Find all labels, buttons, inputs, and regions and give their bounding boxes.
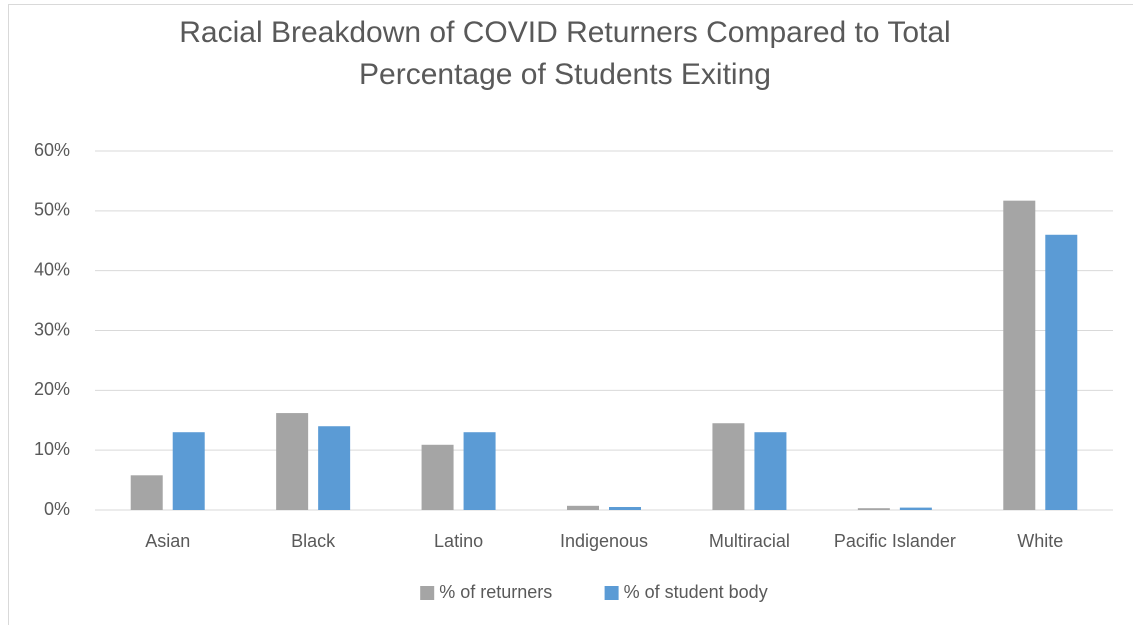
- legend-label: % of returners: [439, 582, 552, 602]
- y-tick-label: 30%: [34, 319, 70, 339]
- bar: [712, 423, 745, 510]
- bar: [567, 505, 599, 510]
- bar: [130, 475, 163, 510]
- bar: [276, 413, 309, 510]
- bar: [1045, 234, 1078, 510]
- bar: [318, 426, 351, 510]
- y-tick-label: 50%: [34, 200, 70, 220]
- bar: [857, 508, 890, 510]
- y-tick-label: 60%: [34, 140, 70, 160]
- x-tick-label: Indigenous: [560, 531, 648, 551]
- bar: [754, 432, 787, 510]
- legend-swatch: [604, 586, 619, 600]
- x-tick-label: Asian: [145, 531, 190, 551]
- x-tick-label: Multiracial: [709, 531, 790, 551]
- bar: [609, 507, 641, 510]
- y-tick-label: 20%: [34, 379, 70, 399]
- y-tick-label: 0%: [44, 499, 70, 519]
- x-tick-label: Latino: [434, 531, 483, 551]
- y-tick-label: 40%: [34, 259, 70, 279]
- bar: [1003, 200, 1036, 510]
- bar: [421, 444, 454, 510]
- x-tick-label: Black: [291, 531, 336, 551]
- chart-border: [8, 4, 1133, 625]
- legend-swatch: [420, 586, 435, 600]
- chart-title: Racial Breakdown of COVID Returners Comp…: [179, 16, 951, 91]
- bar: [899, 507, 932, 510]
- y-tick-label: 10%: [34, 439, 70, 459]
- x-tick-label: White: [1017, 531, 1063, 551]
- bar: [463, 432, 496, 510]
- x-tick-label: Pacific Islander: [834, 531, 956, 551]
- bar: [172, 432, 205, 510]
- legend-label: % of student body: [624, 582, 768, 602]
